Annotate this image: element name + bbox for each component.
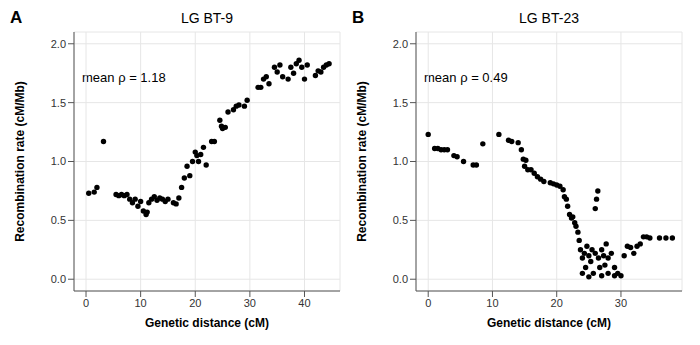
svg-text:0.0: 0.0 <box>51 273 66 285</box>
svg-text:1.5: 1.5 <box>393 97 408 109</box>
html-text:mean ρ = 0.49: mean ρ = 0.49 <box>424 70 508 85</box>
svg-text:40: 40 <box>298 297 310 309</box>
svg-text:10: 10 <box>135 297 147 309</box>
svg-text:2.0: 2.0 <box>51 38 66 50</box>
html-text:LG BT-23: LG BT-23 <box>519 10 579 26</box>
svg-text:30: 30 <box>244 297 256 309</box>
html-text:mean ρ = 1.18: mean ρ = 1.18 <box>82 70 166 85</box>
svg-text:0.0: 0.0 <box>393 273 408 285</box>
svg-text:1.5: 1.5 <box>51 97 66 109</box>
svg-text:Recombination rate (cM/Mb): Recombination rate (cM/Mb) <box>355 81 369 242</box>
svg-text:10: 10 <box>486 297 498 309</box>
svg-text:1.0: 1.0 <box>393 155 408 167</box>
svg-text:2.0: 2.0 <box>393 38 408 50</box>
html-text:B: B <box>352 8 365 27</box>
svg-text:0: 0 <box>425 297 431 309</box>
svg-text:Genetic distance (cM): Genetic distance (cM) <box>487 316 611 330</box>
svg-text:20: 20 <box>189 297 201 309</box>
svg-text:Genetic distance (cM): Genetic distance (cM) <box>145 316 269 330</box>
svg-text:30: 30 <box>615 297 627 309</box>
html-text:A: A <box>10 8 23 27</box>
svg-text:1.0: 1.0 <box>51 155 66 167</box>
svg-text:Recombination rate (cM/Mb): Recombination rate (cM/Mb) <box>13 81 27 242</box>
svg-text:0.5: 0.5 <box>51 214 66 226</box>
html-text:LG BT-9: LG BT-9 <box>180 10 234 26</box>
svg-text:0: 0 <box>83 297 89 309</box>
svg-text:0.5: 0.5 <box>393 214 408 226</box>
svg-text:20: 20 <box>551 297 563 309</box>
